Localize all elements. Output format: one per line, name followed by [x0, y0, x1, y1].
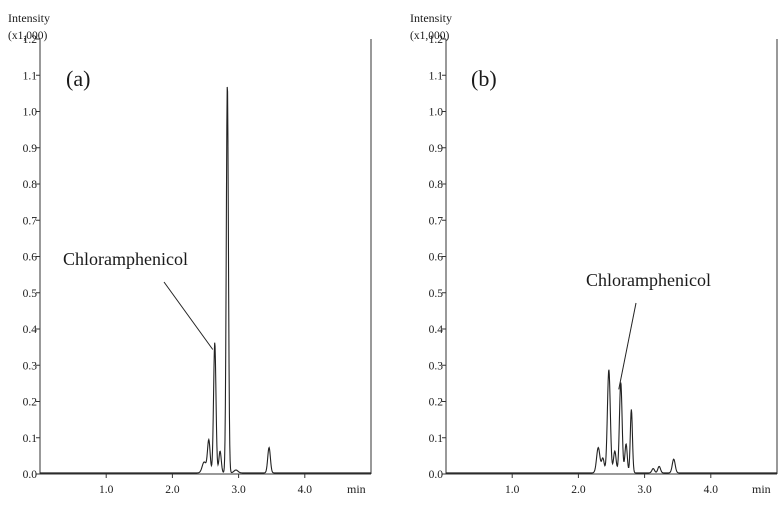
chromatogram-trace [446, 369, 777, 474]
annotation-label: Chloramphenicol [586, 270, 711, 290]
y-tick-label: 0.3 [429, 360, 444, 372]
y-tick-label: 0.1 [23, 433, 38, 445]
y-tick-label: 0.3 [23, 360, 38, 372]
panel-label: (a) [66, 66, 90, 91]
y-tick-label: 0.8 [23, 179, 38, 191]
x-tick-label: 4.0 [298, 484, 313, 496]
x-axis-title: min [347, 482, 366, 496]
y-tick-label: 0.2 [23, 397, 38, 409]
annotation-label: Chloramphenicol [63, 249, 188, 269]
y-tick-label: 0.8 [429, 179, 444, 191]
y-tick-label: 1.1 [23, 70, 38, 82]
chromatogram-trace [40, 86, 371, 474]
y-tick-label: 0.0 [23, 469, 38, 481]
y-tick-label: 0.9 [23, 143, 38, 155]
y-axis-unit: (x1,000) [410, 30, 449, 42]
x-tick-label: 3.0 [231, 484, 246, 496]
annotation-leader-line [618, 302, 637, 390]
x-tick-label: 3.0 [637, 484, 652, 496]
y-tick-label: 1.2 [429, 34, 444, 46]
panel-label: (b) [471, 66, 497, 91]
y-tick-label: 0.2 [429, 397, 444, 409]
x-tick-label: 2.0 [571, 484, 586, 496]
y-tick-label: 0.6 [23, 252, 38, 264]
y-axis-unit: (x1,000) [8, 30, 47, 42]
y-axis-title: Intensity [410, 11, 452, 25]
x-tick-label: 2.0 [165, 484, 180, 496]
chart-panel-b: 0.0 0.1 0.2 0.3 0.4 0.5 0.6 0.7 0.8 0.9 1.0 1.1 1.2 1… [410, 11, 778, 496]
y-tick-label: 0.7 [23, 215, 38, 227]
y-tick-label: 0.1 [429, 433, 444, 445]
y-tick-label: 0.0 [429, 469, 444, 481]
y-tick-label: 0.6 [429, 252, 444, 264]
y-tick-label: 0.4 [23, 324, 38, 336]
y-tick-label: 0.7 [429, 215, 444, 227]
annotation-leader-line [163, 281, 214, 350]
peak-apex [227, 83, 228, 84]
x-tick-label: 4.0 [704, 484, 719, 496]
y-tick-label: 1.0 [23, 107, 38, 119]
y-axis-title: Intensity [8, 11, 50, 25]
chart-panel-a: 0.0 0.1 0.2 0.3 0.4 0.5 0.6 0.7 0.8 0.9 1.0 1.1 1.2 1… [8, 11, 372, 496]
y-tick-label: 1.2 [23, 34, 38, 46]
x-axis-title: min [752, 482, 771, 496]
x-tick-label: 1.0 [99, 484, 114, 496]
y-tick-label: 0.5 [429, 288, 444, 300]
y-tick-label: 0.9 [429, 143, 444, 155]
y-tick-label: 1.0 [429, 107, 444, 119]
y-tick-label: 1.1 [429, 70, 444, 82]
y-tick-label: 0.4 [429, 324, 444, 336]
x-tick-label: 1.0 [505, 484, 520, 496]
y-tick-label: 0.5 [23, 288, 38, 300]
